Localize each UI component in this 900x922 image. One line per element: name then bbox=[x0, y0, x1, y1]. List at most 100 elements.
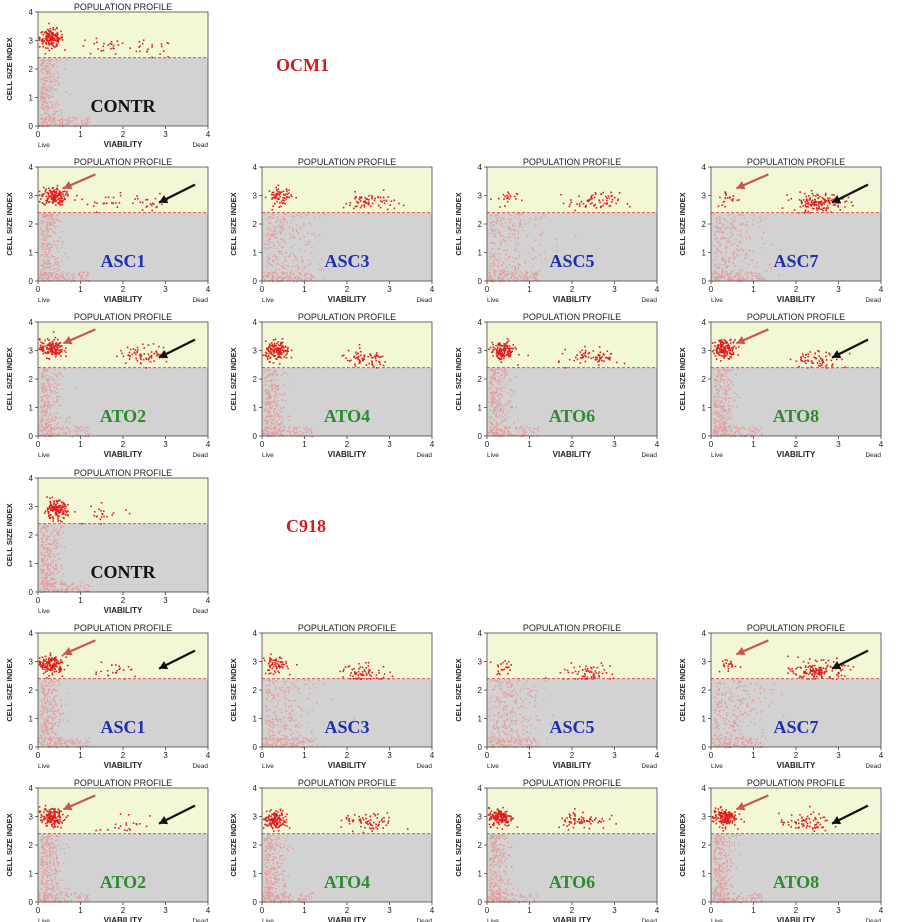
cell-dot bbox=[384, 361, 387, 363]
cell-dot bbox=[65, 347, 67, 349]
cell-dot-lower bbox=[507, 380, 509, 382]
cell-dot-lower bbox=[277, 225, 279, 228]
cell-dot bbox=[720, 343, 723, 346]
cell-dot bbox=[360, 197, 363, 199]
cell-dot-lower bbox=[42, 263, 45, 265]
cell-dot-lower bbox=[288, 430, 291, 433]
cell-dot bbox=[51, 343, 53, 345]
cell-dot bbox=[354, 190, 356, 193]
cell-dot-lower bbox=[724, 389, 727, 391]
cell-dot bbox=[284, 203, 286, 205]
cell-dot-lower bbox=[490, 278, 492, 280]
cell-dot-lower bbox=[268, 258, 271, 260]
cell-dot-lower bbox=[56, 396, 58, 398]
cell-dot-lower bbox=[521, 213, 523, 215]
cell-dot-lower bbox=[267, 374, 269, 377]
cell-dot-lower bbox=[728, 384, 730, 386]
cell-dot bbox=[723, 352, 726, 355]
cell-dot bbox=[711, 350, 714, 353]
cell-dot-lower bbox=[55, 263, 57, 265]
cell-dot bbox=[812, 194, 815, 197]
cell-dot bbox=[809, 197, 812, 199]
cell-dot-lower bbox=[306, 232, 309, 235]
y-tick-label: 1 bbox=[478, 404, 483, 413]
cell-dot-lower bbox=[504, 275, 506, 278]
cell-dot-lower bbox=[716, 413, 719, 415]
cell-dot-lower bbox=[714, 395, 716, 397]
cell-dot-lower bbox=[273, 418, 276, 421]
cell-dot-lower bbox=[269, 369, 271, 371]
cell-dot-lower bbox=[739, 233, 742, 236]
cell-dot bbox=[602, 191, 604, 194]
cell-dot-lower bbox=[495, 428, 498, 430]
cell-dot-lower bbox=[720, 370, 722, 372]
cell-dot bbox=[564, 367, 567, 369]
cell-dot-lower bbox=[42, 98, 44, 101]
cell-dot-lower bbox=[47, 275, 49, 277]
cell-dot-lower bbox=[496, 388, 499, 390]
cell-dot-lower bbox=[82, 278, 84, 280]
cell-dot-lower bbox=[733, 216, 736, 218]
cell-dot-lower bbox=[43, 242, 46, 245]
cell-dot bbox=[49, 33, 51, 35]
cell-dot-lower bbox=[511, 257, 514, 259]
cell-dot-lower bbox=[267, 255, 269, 258]
cell-dot-lower bbox=[501, 264, 504, 266]
cell-dot-lower bbox=[274, 271, 276, 273]
cell-dot bbox=[719, 196, 721, 199]
cell-dot-lower bbox=[273, 229, 276, 231]
cell-dot-lower bbox=[49, 68, 51, 71]
cell-dot-lower bbox=[288, 425, 291, 428]
cell-dot-lower bbox=[492, 223, 495, 226]
cell-dot-lower bbox=[51, 255, 54, 258]
cell-dot-lower bbox=[729, 369, 731, 371]
cell-dot bbox=[359, 206, 362, 209]
cell-cluster bbox=[488, 337, 529, 366]
cell-dot-lower bbox=[46, 418, 49, 420]
cell-dot-lower bbox=[57, 400, 59, 402]
cell-dot-lower bbox=[42, 216, 44, 218]
cell-dot-lower bbox=[730, 231, 732, 234]
x-tick-label: 4 bbox=[206, 285, 211, 294]
cell-dot-lower bbox=[289, 434, 292, 436]
cell-dot-lower bbox=[489, 393, 492, 396]
cell-dot bbox=[272, 205, 274, 208]
cell-dot-lower bbox=[274, 370, 277, 373]
cell-dot-lower bbox=[505, 419, 507, 421]
y-tick-label: 3 bbox=[253, 347, 258, 356]
cell-dot-lower bbox=[264, 248, 266, 251]
cell-dot-lower bbox=[58, 103, 60, 106]
cell-dot bbox=[590, 196, 592, 198]
cell-dot-lower bbox=[273, 254, 276, 256]
cell-dot-lower bbox=[513, 233, 516, 236]
cell-dot-lower bbox=[490, 415, 492, 418]
cell-dot-lower bbox=[41, 411, 43, 413]
cell-dot-lower bbox=[732, 225, 735, 228]
cell-dot bbox=[600, 193, 603, 196]
cell-dot bbox=[139, 201, 142, 203]
cell-dot-lower bbox=[517, 268, 520, 270]
cell-dot-lower bbox=[730, 244, 733, 246]
cell-dot-lower bbox=[493, 375, 495, 378]
cell-dot bbox=[607, 357, 610, 360]
cell-dot-lower bbox=[272, 265, 274, 267]
cell-dot-lower bbox=[741, 277, 743, 279]
cell-dot bbox=[60, 345, 63, 347]
cell-dot-lower bbox=[517, 431, 519, 433]
cell-dot bbox=[140, 362, 142, 365]
cell-dot-lower bbox=[490, 224, 492, 227]
cell-dot-lower bbox=[267, 369, 269, 372]
cell-dot-lower bbox=[55, 58, 57, 60]
cell-dot bbox=[45, 39, 48, 42]
cell-dot-lower bbox=[49, 273, 52, 275]
cell-dot-lower bbox=[271, 233, 273, 235]
cell-dot bbox=[732, 198, 735, 200]
cell-dot-lower bbox=[299, 237, 301, 240]
cell-dot-lower bbox=[730, 271, 732, 273]
cell-dot bbox=[591, 194, 594, 197]
cell-dot-lower bbox=[759, 216, 761, 219]
cell-dot-lower bbox=[711, 272, 713, 274]
cell-dot-lower bbox=[493, 373, 496, 375]
cell-dot-lower bbox=[298, 272, 300, 275]
cell-dot-lower bbox=[66, 58, 69, 61]
